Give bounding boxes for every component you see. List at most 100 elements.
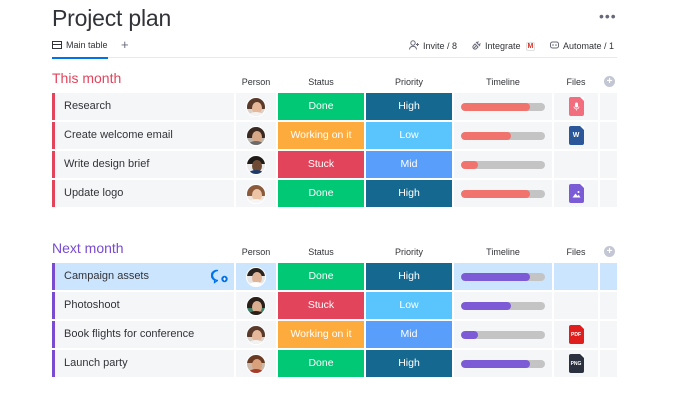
timeline-bar[interactable] xyxy=(461,131,545,140)
table-row[interactable]: Research Done High xyxy=(52,93,617,120)
group-title[interactable]: Next month xyxy=(52,240,124,256)
item-name[interactable]: Book flights for conference xyxy=(52,321,234,348)
status-label[interactable]: Done xyxy=(278,350,364,377)
person-cell[interactable] xyxy=(236,263,276,290)
files-cell[interactable]: PNG xyxy=(554,350,598,377)
avatar[interactable] xyxy=(246,353,266,374)
column-header-status[interactable]: Status xyxy=(308,77,334,87)
column-header-files[interactable]: Files xyxy=(566,247,586,257)
person-cell[interactable] xyxy=(236,321,276,348)
avatar[interactable] xyxy=(246,183,266,204)
column-header-timeline[interactable]: Timeline xyxy=(486,77,520,87)
avatar[interactable] xyxy=(246,154,266,175)
avatar[interactable] xyxy=(246,96,266,117)
update-chat-icon[interactable] xyxy=(210,269,228,284)
item-name[interactable]: Photoshoot xyxy=(52,292,234,319)
more-options-icon[interactable]: ••• xyxy=(599,8,617,24)
row-end-cell xyxy=(600,350,617,377)
timeline-bar[interactable] xyxy=(461,301,545,310)
timeline-bar[interactable] xyxy=(461,102,545,111)
mic-file-icon[interactable] xyxy=(568,97,584,116)
avatar[interactable] xyxy=(246,125,266,146)
person-cell[interactable] xyxy=(236,93,276,120)
status-label[interactable]: Done xyxy=(278,93,364,120)
column-header-priority[interactable]: Priority xyxy=(394,247,423,257)
timeline-bar[interactable] xyxy=(461,189,545,198)
files-cell[interactable] xyxy=(554,263,598,290)
word-doc-icon[interactable]: W xyxy=(568,126,584,145)
tab-main-table[interactable]: Main table xyxy=(52,40,108,59)
table-row[interactable]: Create welcome email Working on it Low W xyxy=(52,122,617,149)
item-name[interactable]: Research xyxy=(52,93,234,120)
person-cell[interactable] xyxy=(236,180,276,207)
table-row[interactable]: Write design brief Stuck Mid xyxy=(52,151,617,178)
timeline-cell[interactable] xyxy=(454,93,552,120)
person-cell[interactable] xyxy=(236,292,276,319)
timeline-bar[interactable] xyxy=(461,359,545,368)
column-header-person[interactable]: Person xyxy=(241,247,271,257)
priority-label[interactable]: Low xyxy=(366,292,452,319)
avatar[interactable] xyxy=(246,266,266,287)
status-label[interactable]: Working on it xyxy=(278,122,364,149)
table-row[interactable]: Update logo Done High xyxy=(52,180,617,207)
timeline-bar[interactable] xyxy=(461,160,545,169)
files-cell[interactable] xyxy=(554,93,598,120)
table-row[interactable]: Launch party Done High PNG xyxy=(52,350,617,377)
files-cell[interactable] xyxy=(554,180,598,207)
files-cell[interactable]: W xyxy=(554,122,598,149)
timeline-cell[interactable] xyxy=(454,292,552,319)
column-header-person[interactable]: Person xyxy=(241,77,271,87)
column-header-status[interactable]: Status xyxy=(308,247,334,257)
timeline-cell[interactable] xyxy=(454,321,552,348)
timeline-cell[interactable] xyxy=(454,263,552,290)
avatar[interactable] xyxy=(246,324,266,345)
add-view-button[interactable]: + xyxy=(121,37,129,52)
item-name[interactable]: Campaign assets xyxy=(52,263,234,290)
column-header-priority[interactable]: Priority xyxy=(394,77,423,87)
column-header-files[interactable]: Files xyxy=(566,77,586,87)
priority-label[interactable]: Mid xyxy=(366,321,452,348)
automate-button[interactable]: Automate / 1 xyxy=(549,40,614,51)
timeline-cell[interactable] xyxy=(454,180,552,207)
table-row[interactable]: Book flights for conference Working on i… xyxy=(52,321,617,348)
integrate-button[interactable]: Integrate M xyxy=(472,40,536,52)
add-column-button[interactable]: + xyxy=(604,76,615,87)
timeline-cell[interactable] xyxy=(454,122,552,149)
status-label[interactable]: Done xyxy=(278,180,364,207)
files-cell[interactable] xyxy=(554,151,598,178)
priority-label[interactable]: High xyxy=(366,263,452,290)
add-column-button[interactable]: + xyxy=(604,246,615,257)
person-cell[interactable] xyxy=(236,151,276,178)
priority-label[interactable]: High xyxy=(366,350,452,377)
status-label[interactable]: Working on it xyxy=(278,321,364,348)
timeline-cell[interactable] xyxy=(454,151,552,178)
status-label[interactable]: Stuck xyxy=(278,292,364,319)
files-cell[interactable] xyxy=(554,292,598,319)
timeline-bar[interactable] xyxy=(461,272,545,281)
invite-button[interactable]: Invite / 8 xyxy=(409,40,457,52)
avatar[interactable] xyxy=(246,295,266,316)
item-name[interactable]: Write design brief xyxy=(52,151,234,178)
table-row[interactable]: Campaign assets Done High xyxy=(52,263,617,290)
pdf-file-icon[interactable]: PDF xyxy=(568,325,584,344)
timeline-cell[interactable] xyxy=(454,350,552,377)
priority-label[interactable]: High xyxy=(366,93,452,120)
png-file-icon[interactable]: PNG xyxy=(568,354,584,373)
priority-label[interactable]: Low xyxy=(366,122,452,149)
status-label[interactable]: Done xyxy=(278,263,364,290)
item-name[interactable]: Launch party xyxy=(52,350,234,377)
files-cell[interactable]: PDF xyxy=(554,321,598,348)
status-label[interactable]: Stuck xyxy=(278,151,364,178)
image-file-icon[interactable] xyxy=(568,184,584,203)
priority-label[interactable]: Mid xyxy=(366,151,452,178)
table-row[interactable]: Photoshoot Stuck Low xyxy=(52,292,617,319)
view-bar: Main table + Invite / 8 Integrate M Auto… xyxy=(52,37,617,59)
column-header-timeline[interactable]: Timeline xyxy=(486,247,520,257)
person-cell[interactable] xyxy=(236,122,276,149)
timeline-bar[interactable] xyxy=(461,330,545,339)
item-name[interactable]: Update logo xyxy=(52,180,234,207)
item-name[interactable]: Create welcome email xyxy=(52,122,234,149)
group-title[interactable]: This month xyxy=(52,70,122,86)
person-cell[interactable] xyxy=(236,350,276,377)
priority-label[interactable]: High xyxy=(366,180,452,207)
